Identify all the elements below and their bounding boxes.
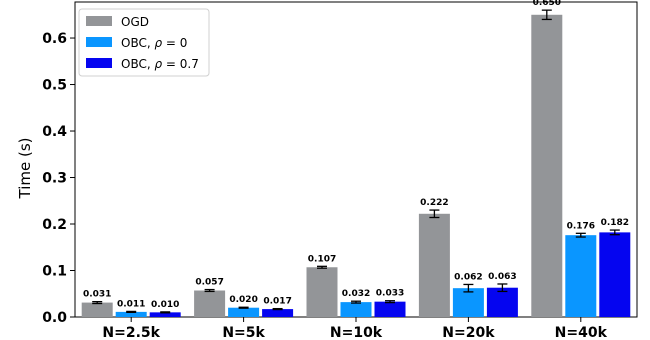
y-tick-label: 0.1 — [42, 264, 67, 280]
legend-swatch-obc-rho-0 — [86, 37, 112, 47]
bar — [374, 301, 406, 317]
legend-label-ogd: OGD — [121, 15, 149, 29]
x-tick-label: N=2.5k — [102, 325, 160, 340]
bar — [531, 14, 563, 317]
bars-layer — [81, 9, 631, 317]
data-label: 0.010 — [151, 300, 179, 310]
data-label: 0.020 — [229, 295, 257, 305]
y-tick-label: 0.4 — [42, 124, 67, 140]
x-tick-label: N=40k — [555, 325, 608, 340]
axes-layer: 0.0 0.1 0.2 0.3 0.4 0.5 0.6 N=2.5k N=5k N=10k N=20… — [42, 1, 638, 340]
data-label: 0.650 — [533, 0, 561, 8]
data-label: 0.062 — [454, 272, 482, 282]
x-tick-label: N=10k — [330, 325, 383, 340]
data-label: 0.222 — [420, 198, 448, 208]
bar — [81, 302, 113, 317]
legend-label-obc-rho-0: OBC, ρ = 0 — [121, 36, 187, 50]
data-label: 0.063 — [488, 272, 516, 282]
bar — [486, 287, 518, 317]
bar — [262, 309, 294, 317]
y-tick-label: 0.0 — [42, 310, 67, 326]
data-label: 0.176 — [567, 221, 595, 231]
legend: OGD OBC, ρ = 0 OBC, ρ = 0.7 — [78, 8, 210, 77]
x-tick-label: N=5k — [222, 325, 265, 340]
legend-label-obc-rho-0-7: OBC, ρ = 0.7 — [121, 57, 199, 71]
y-axis-label: Time (s) — [16, 138, 34, 200]
bar — [599, 232, 631, 317]
bar — [228, 307, 260, 317]
bar — [340, 302, 372, 317]
legend-swatch-ogd — [86, 16, 112, 26]
bar — [452, 288, 484, 317]
x-tick-label: N=20k — [442, 325, 495, 340]
data-label: 0.057 — [195, 278, 223, 288]
bar — [194, 290, 226, 317]
data-labels-layer: 0.031 0.011 0.010 0.057 0.020 0.017 0.107 0.032… — [83, 0, 629, 310]
bar — [149, 312, 181, 317]
bar — [565, 235, 597, 317]
data-label: 0.032 — [342, 289, 370, 299]
y-tick-label: 0.5 — [42, 78, 67, 94]
y-tick-label: 0.2 — [42, 217, 67, 233]
y-tick-label: 0.3 — [42, 171, 67, 187]
data-label: 0.011 — [117, 299, 145, 309]
bar — [115, 311, 147, 317]
data-label: 0.107 — [308, 254, 336, 264]
bar — [418, 213, 450, 317]
data-label: 0.017 — [263, 297, 291, 307]
data-label: 0.033 — [376, 289, 404, 299]
y-tick-label: 0.6 — [42, 31, 67, 47]
legend-swatch-obc-rho-0-7 — [86, 58, 112, 68]
data-label: 0.031 — [83, 290, 111, 300]
data-label: 0.182 — [601, 218, 629, 228]
bar — [306, 267, 338, 317]
